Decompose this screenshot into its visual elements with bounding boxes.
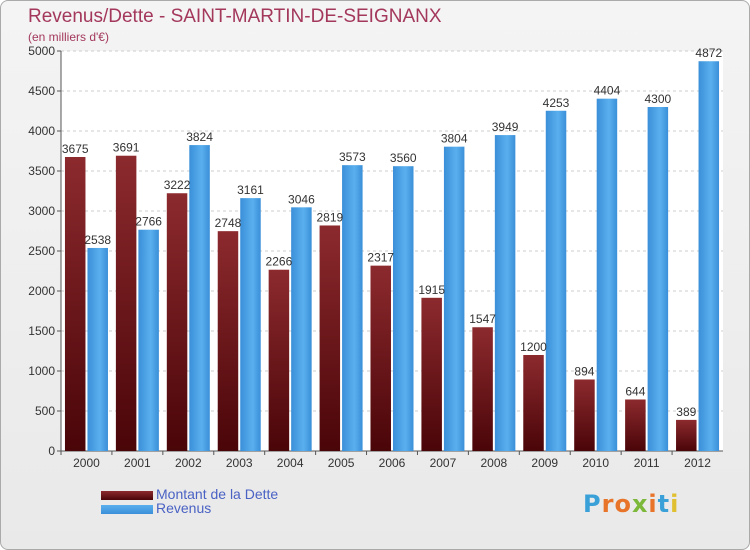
value-label-revenue: 4300	[645, 92, 672, 106]
value-label-revenue: 4404	[594, 84, 621, 98]
value-label-debt: 389	[676, 405, 696, 419]
x-tick-label: 2008	[480, 456, 507, 470]
y-tick-label: 3500	[28, 164, 55, 178]
y-tick-label: 4500	[28, 84, 55, 98]
axis-layer: 0 500 1000 1500 2000 2500 3000 3500 4000 4500 5000…	[28, 44, 723, 470]
bar-debt-2008	[472, 327, 493, 451]
logo-letter: P	[583, 490, 602, 518]
bar-debt-2005	[319, 225, 341, 451]
bar-layer	[64, 61, 720, 452]
value-label-debt: 1200	[520, 340, 547, 354]
legend-swatch-revenue	[101, 505, 153, 514]
logo-letter: o	[614, 490, 632, 518]
legend-label-debt: Montant de la Dette	[156, 486, 279, 502]
value-label-revenue: 3804	[441, 132, 468, 146]
x-tick-label: 2006	[379, 456, 406, 470]
value-label-debt: 1547	[469, 312, 496, 326]
value-label-debt: 1915	[418, 283, 445, 297]
bar-revenue-2009	[545, 110, 567, 451]
x-tick-label: 2011	[634, 456, 660, 470]
value-label-revenue: 3949	[492, 120, 519, 134]
bar-debt-2006	[370, 265, 391, 451]
y-tick-label: 2000	[28, 284, 55, 298]
x-tick-label: 2009	[531, 456, 558, 470]
bar-debt-2007	[421, 297, 442, 451]
value-label-debt: 3222	[164, 178, 191, 192]
bar-revenue-2012	[698, 61, 720, 452]
y-tick-label: 1500	[28, 324, 55, 338]
value-label-revenue: 3824	[186, 130, 213, 144]
x-tick-label: 2012	[684, 456, 711, 470]
value-label-revenue: 4872	[695, 46, 722, 60]
value-label-revenue: 3573	[339, 150, 366, 164]
bar-debt-2000	[64, 157, 86, 451]
value-label-debt: 2317	[367, 251, 394, 265]
bar-revenue-2000	[87, 247, 108, 451]
logo-letter: i	[648, 490, 658, 518]
value-label-revenue: 3046	[288, 192, 315, 206]
proxiti-logo: Proxiti	[583, 490, 679, 518]
value-label-revenue: 2538	[84, 233, 111, 247]
chart-subtitle: (en milliers d'€)	[28, 30, 109, 44]
bar-debt-2009	[523, 355, 544, 451]
value-label-debt: 894	[574, 364, 594, 378]
bar-revenue-2005	[342, 165, 363, 451]
logo-letter: t	[657, 490, 671, 518]
value-label-debt: 3691	[113, 141, 140, 155]
bar-revenue-2001	[138, 229, 159, 451]
x-tick-label: 2010	[582, 456, 609, 470]
x-tick-label: 2007	[430, 456, 457, 470]
bar-revenue-2006	[393, 166, 414, 451]
logo-letter: i	[670, 490, 680, 518]
value-label-debt: 3675	[62, 142, 89, 156]
bar-revenue-2004	[291, 207, 312, 451]
legend-label-revenue: Revenus	[156, 500, 212, 516]
x-tick-label: 2002	[175, 456, 202, 470]
value-label-revenue: 2766	[135, 215, 162, 229]
value-label-debt: 644	[625, 384, 645, 398]
bar-debt-2004	[268, 269, 290, 451]
value-label-debt: 2748	[215, 216, 242, 230]
value-label-revenue: 3161	[237, 183, 264, 197]
bar-revenue-2008	[494, 135, 516, 451]
logo-letter: x	[631, 490, 649, 518]
bar-debt-2010	[574, 379, 595, 451]
x-tick-label: 2004	[277, 456, 304, 470]
bar-revenue-2003	[240, 198, 261, 451]
label-layer: 3675 2538 3691 2766 3222 3824 2748 3161 2266 3046…	[62, 46, 723, 419]
bar-revenue-2002	[189, 145, 210, 451]
x-tick-label: 2000	[73, 456, 100, 470]
value-label-revenue: 4253	[543, 96, 570, 110]
x-tick-label: 2001	[124, 456, 151, 470]
legend-swatch-debt	[101, 491, 153, 500]
bar-debt-2001	[115, 155, 137, 451]
y-tick-label: 1000	[28, 364, 55, 378]
bar-revenue-2010	[596, 98, 618, 452]
y-tick-label: 4000	[28, 124, 55, 138]
y-tick-label: 3000	[28, 204, 55, 218]
y-tick-label: 5000	[28, 44, 55, 58]
y-tick-label: 2500	[28, 244, 55, 258]
y-tick-label: 0	[48, 444, 55, 458]
bar-debt-2003	[217, 231, 239, 451]
bar-revenue-2011	[647, 107, 669, 451]
bar-debt-2011	[625, 399, 646, 451]
x-tick-label: 2005	[328, 456, 355, 470]
value-label-debt: 2819	[316, 210, 343, 224]
x-tick-label: 2003	[226, 456, 253, 470]
bar-revenue-2007	[443, 146, 465, 451]
y-tick-label: 500	[35, 404, 55, 418]
chart-title: Revenus/Dette - SAINT-MARTIN-DE-SEIGNANX	[28, 6, 442, 27]
logo-letter: r	[601, 490, 615, 518]
bar-debt-2012	[676, 419, 697, 451]
value-label-debt: 2266	[266, 255, 293, 269]
value-label-revenue: 3560	[390, 151, 417, 165]
bar-debt-2002	[166, 193, 188, 452]
